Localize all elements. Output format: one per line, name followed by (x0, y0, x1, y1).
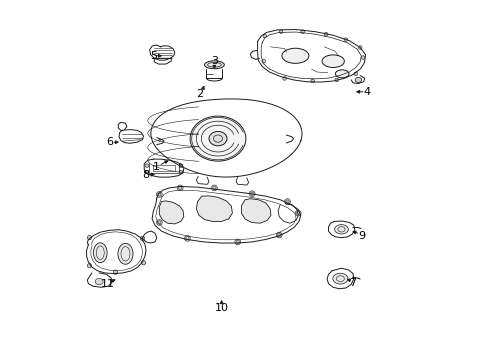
Text: 9: 9 (359, 231, 366, 241)
Text: 7: 7 (349, 278, 357, 288)
Ellipse shape (283, 77, 286, 80)
Ellipse shape (118, 243, 133, 264)
Ellipse shape (301, 30, 304, 33)
Ellipse shape (87, 264, 92, 268)
Ellipse shape (212, 185, 217, 191)
Ellipse shape (145, 164, 149, 167)
Ellipse shape (295, 210, 301, 216)
Ellipse shape (179, 164, 183, 167)
Text: 8: 8 (143, 170, 149, 180)
Ellipse shape (141, 261, 146, 265)
Ellipse shape (235, 239, 241, 245)
Ellipse shape (95, 278, 103, 285)
Ellipse shape (335, 225, 348, 234)
Ellipse shape (249, 191, 255, 197)
Text: 1: 1 (153, 162, 160, 172)
Polygon shape (159, 201, 184, 224)
Ellipse shape (324, 32, 328, 36)
Ellipse shape (156, 220, 162, 225)
Ellipse shape (335, 70, 349, 78)
Text: 2: 2 (196, 89, 203, 99)
Ellipse shape (361, 56, 365, 59)
Ellipse shape (185, 235, 190, 241)
Ellipse shape (285, 199, 291, 204)
Text: 4: 4 (364, 87, 371, 97)
Ellipse shape (179, 170, 183, 174)
Ellipse shape (355, 77, 362, 82)
Ellipse shape (263, 34, 267, 38)
Text: 5: 5 (150, 51, 157, 61)
Ellipse shape (209, 131, 227, 146)
Ellipse shape (140, 236, 145, 240)
Polygon shape (242, 199, 271, 223)
Ellipse shape (145, 170, 149, 174)
Ellipse shape (335, 78, 339, 82)
Text: 10: 10 (215, 303, 229, 313)
Text: 11: 11 (100, 279, 115, 289)
Ellipse shape (322, 55, 344, 68)
Ellipse shape (177, 185, 183, 191)
Ellipse shape (204, 61, 224, 69)
Ellipse shape (276, 232, 282, 238)
Ellipse shape (354, 72, 358, 76)
Ellipse shape (262, 59, 266, 63)
Ellipse shape (190, 116, 246, 161)
Ellipse shape (311, 79, 315, 83)
Ellipse shape (358, 46, 362, 49)
Ellipse shape (344, 38, 347, 41)
Ellipse shape (156, 192, 162, 197)
Polygon shape (196, 196, 232, 221)
Text: 3: 3 (211, 56, 218, 66)
Ellipse shape (94, 243, 107, 263)
Text: 6: 6 (106, 137, 114, 147)
Ellipse shape (87, 235, 92, 240)
Ellipse shape (113, 270, 118, 274)
Ellipse shape (282, 48, 309, 63)
Ellipse shape (279, 30, 283, 33)
Ellipse shape (333, 273, 348, 284)
